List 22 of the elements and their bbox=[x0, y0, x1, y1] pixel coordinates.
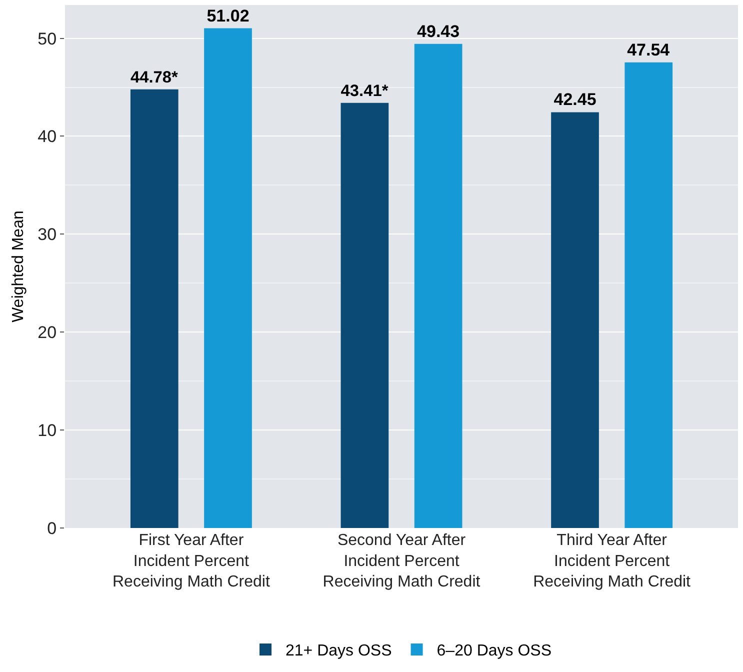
data-label: 44.78* bbox=[130, 68, 179, 87]
y-tick-label: 50 bbox=[38, 29, 57, 48]
y-tick-label: 0 bbox=[47, 518, 57, 538]
data-label: 43.41* bbox=[340, 82, 389, 100]
x-tick-label: Second Year After Incident Percent Receiving Math Credit bbox=[322, 532, 481, 591]
y-tick-label: 40 bbox=[38, 127, 57, 146]
data-label: 47.54 bbox=[627, 40, 670, 60]
bar bbox=[624, 62, 673, 528]
bar bbox=[551, 112, 599, 528]
y-axis-title: Weighted Mean bbox=[10, 210, 27, 322]
data-label: 42.45 bbox=[554, 90, 596, 110]
data-label: 49.43 bbox=[417, 22, 460, 41]
y-tick-label: 30 bbox=[38, 225, 57, 244]
x-tick-label: First Year After Incident Percent Receiving Math Credit bbox=[112, 532, 270, 591]
x-tick-label: Third Year After Incident Percent Receiving Math Credit bbox=[533, 532, 692, 591]
y-tick-label: 10 bbox=[38, 421, 57, 440]
data-label: 51.02 bbox=[206, 6, 250, 26]
bar bbox=[414, 44, 462, 528]
bar bbox=[340, 102, 389, 528]
y-tick-label: 20 bbox=[38, 323, 57, 342]
bar bbox=[204, 28, 252, 528]
bar bbox=[130, 89, 178, 528]
